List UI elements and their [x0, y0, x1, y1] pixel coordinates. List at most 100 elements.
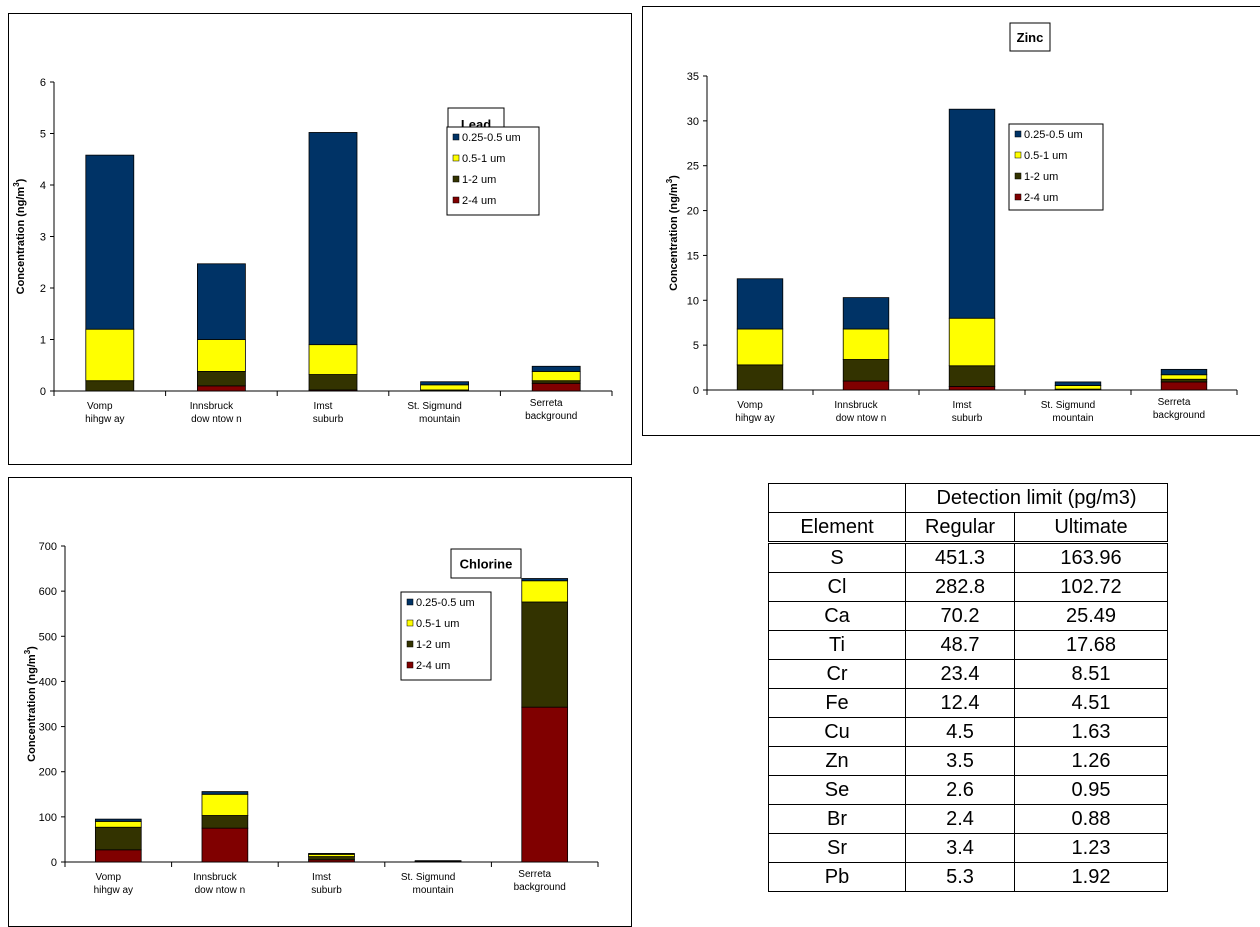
bar-segment-2-4-um — [531, 382, 581, 392]
y-tick-label: 500 — [39, 631, 57, 643]
cell-ultimate: 25.49 — [1014, 601, 1168, 631]
cell-element: Pb — [768, 862, 906, 892]
legend-label: 1-2 um — [1024, 171, 1058, 183]
column-header-regular: Regular — [905, 512, 1015, 544]
y-tick-label: 15 — [687, 250, 699, 262]
zinc-chart-panel: 0 5 10 15 20 25 30 35 Concentration (ng/m3) Vomp h… — [642, 6, 1260, 436]
y-tick-label: 200 — [39, 767, 57, 779]
legend-swatch — [406, 640, 414, 648]
table-row: Cr 23.4 8.51 — [768, 659, 1168, 689]
x-tick-label: Innsbruck — [193, 872, 237, 883]
y-tick-label: 1 — [40, 335, 46, 347]
legend-label: 0.25-0.5 um — [1024, 129, 1083, 141]
y-axis-label: Concentration (ng/m3) — [665, 175, 680, 291]
cell-regular: 48.7 — [905, 630, 1015, 660]
legend-label: 0.25-0.5 um — [462, 132, 521, 144]
legend-swatch — [1014, 193, 1022, 201]
y-axis-label: Concentration (ng/m3) — [23, 646, 38, 762]
cell-element: Cu — [768, 717, 906, 747]
cell-element: Cr — [768, 659, 906, 689]
y-tick-label: 3 — [40, 232, 46, 244]
detection-limit-table: Detection limit (pg/m3) Element Regular … — [768, 483, 1168, 892]
bar-segment-1-2-um — [736, 364, 784, 391]
bar-segment-0-25-0-5-um — [308, 853, 355, 855]
y-tick-label: 700 — [39, 541, 57, 553]
cell-ultimate: 8.51 — [1014, 659, 1168, 689]
legend-label: 1-2 um — [462, 174, 496, 186]
chlorine-chart-panel: 0 100 200 300 400 500 600 700 Concentration (ng/… — [8, 477, 632, 927]
y-axis-label-superscript: 3 — [12, 182, 21, 187]
x-tick-label: background — [514, 882, 566, 893]
cell-element: Cl — [768, 572, 906, 602]
legend-label: 0.25-0.5 um — [416, 597, 475, 609]
bar-segment-2-4-um — [1160, 381, 1208, 391]
table-header-row: Element Regular Ultimate — [768, 512, 1168, 544]
bar-segment-0-25-0-5-um — [842, 297, 890, 330]
bar-segment-1-2-um — [308, 374, 358, 391]
y-axis-label-superscript: 3 — [665, 178, 674, 183]
y-axis-label-main: Concentration (ng/m — [15, 187, 27, 295]
y-tick-label: 30 — [687, 116, 699, 128]
bar-segment-0-5-1-um — [308, 344, 358, 375]
x-tick-label: St. Sigmund — [1041, 400, 1095, 411]
y-tick-label: 4 — [40, 180, 46, 192]
y-tick-label: 5 — [40, 129, 46, 141]
x-tick-label: mountain — [1052, 413, 1093, 424]
legend-swatch — [1014, 130, 1022, 138]
cell-regular: 3.4 — [905, 833, 1015, 863]
y-axis-label-end: ) — [668, 175, 680, 179]
y-tick-label: 0 — [51, 857, 57, 869]
y-tick-label: 100 — [39, 812, 57, 824]
bar-segment-0-5-1-um — [842, 328, 890, 360]
x-tick-label: dow ntow n — [836, 413, 887, 424]
cell-regular: 23.4 — [905, 659, 1015, 689]
y-tick-label: 600 — [39, 586, 57, 598]
bar-segment-0-5-1-um — [531, 371, 581, 382]
bar-segment-2-4-um — [948, 386, 996, 391]
bar-segment-1-2-um — [842, 359, 890, 382]
x-tick-label: Imst — [314, 401, 333, 412]
x-tick-label: Imst — [312, 872, 331, 883]
y-tick-label: 2 — [40, 283, 46, 295]
table-row: Pb 5.3 1.92 — [768, 862, 1168, 892]
x-tick-label: Imst — [953, 400, 972, 411]
y-axis-label-superscript: 3 — [23, 649, 32, 654]
table-row: Se 2.6 0.95 — [768, 775, 1168, 805]
x-tick-label: suburb — [952, 413, 983, 424]
chlorine-chart: 0 100 200 300 400 500 600 700 Concentration (ng/… — [23, 541, 599, 896]
y-axis-label: Concentration (ng/m3) — [12, 178, 27, 294]
bar-segment-0-5-1-um — [1054, 385, 1102, 390]
cell-element: Ca — [768, 601, 906, 631]
bar-segment-0-5-1-um — [736, 328, 784, 366]
bar-segment-0-5-1-um — [85, 328, 135, 382]
table-group-header-row: Detection limit (pg/m3) — [768, 483, 1168, 513]
bar-segment-0-25-0-5-um — [948, 108, 996, 319]
chart-label-box — [450, 548, 522, 579]
x-tick-label: Serreta — [1158, 397, 1191, 408]
x-tick-label: mountain — [413, 885, 454, 896]
cell-ultimate: 102.72 — [1014, 572, 1168, 602]
y-tick-label: 0 — [693, 385, 699, 397]
legend-swatch — [452, 175, 460, 183]
cell-element: Br — [768, 804, 906, 834]
bar-segment-0-5-1-um — [420, 384, 469, 391]
x-tick-label: Serreta — [530, 398, 563, 409]
cell-ultimate: 1.23 — [1014, 833, 1168, 863]
x-tick-label: St. Sigmund — [401, 872, 455, 883]
cell-ultimate: 17.68 — [1014, 630, 1168, 660]
cell-ultimate: 0.88 — [1014, 804, 1168, 834]
table-body: S 451.3 163.96 Cl 282.8 102.72 Ca 70.2 25.49 Ti 48… — [768, 542, 1168, 892]
bar-segment-0-25-0-5-um — [85, 154, 135, 330]
bar-segment-0-25-0-5-um — [420, 381, 469, 386]
zinc-chart: 0 5 10 15 20 25 30 35 Concentration (ng/m3) Vomp h… — [665, 22, 1238, 424]
cell-regular: 4.5 — [905, 717, 1015, 747]
x-tick-label: hihgw ay — [85, 414, 124, 425]
y-tick-label: 10 — [687, 295, 699, 307]
x-tick-label: background — [1153, 410, 1205, 421]
y-axis-label-main: Concentration (ng/m — [26, 654, 38, 762]
table-group-header: Detection limit (pg/m3) — [905, 483, 1168, 513]
table-row: Br 2.4 0.88 — [768, 804, 1168, 834]
y-tick-label: 400 — [39, 676, 57, 688]
table-row: S 451.3 163.96 — [768, 542, 1168, 573]
